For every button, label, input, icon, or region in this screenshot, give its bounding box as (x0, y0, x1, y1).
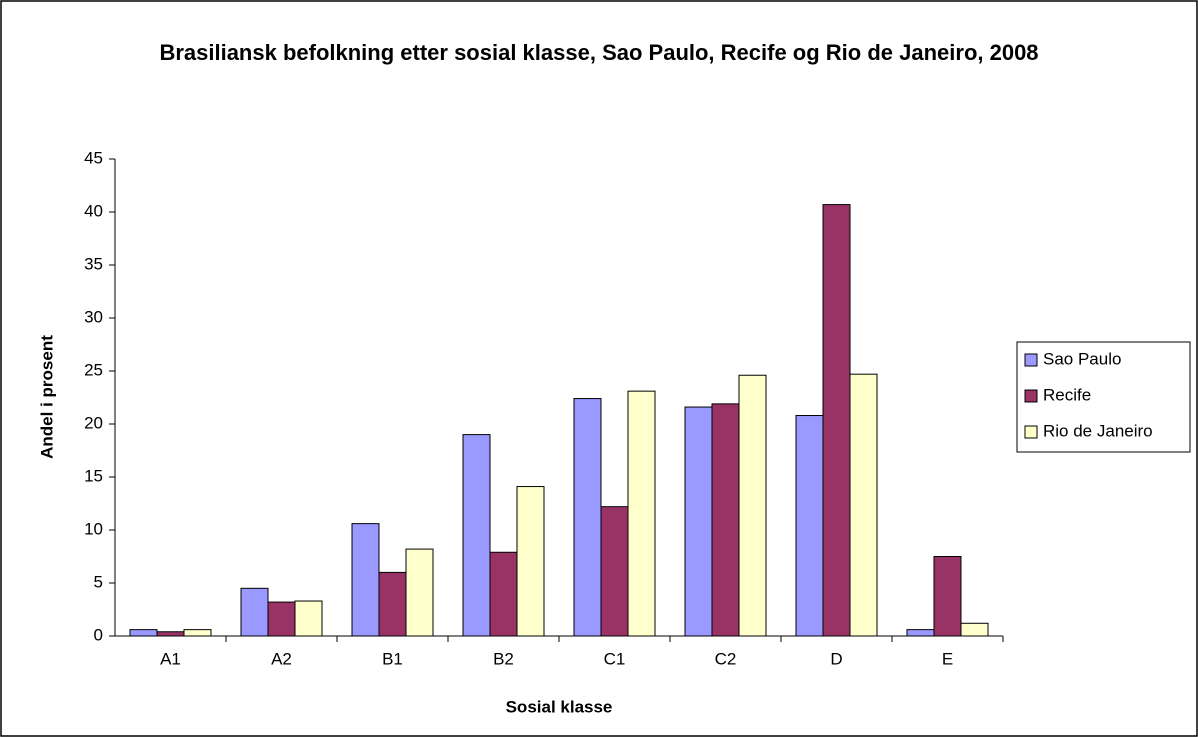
legend-swatch (1024, 353, 1038, 367)
legend-box (1016, 341, 1191, 453)
bar (462, 434, 491, 637)
bar (849, 373, 878, 637)
bar (156, 631, 185, 637)
x-tick-label: C2 (715, 649, 737, 668)
y-tick-label: 25 (84, 360, 103, 379)
x-tick-label: B2 (493, 649, 514, 668)
bar (795, 415, 824, 637)
y-tick-label: 15 (84, 466, 103, 485)
x-tick-label: A2 (271, 649, 292, 668)
y-tick-label: 35 (84, 254, 103, 273)
chart-title: Brasiliansk befolkning etter sosial klas… (159, 40, 1039, 65)
x-tick-label: C1 (604, 649, 626, 668)
bar (183, 629, 212, 637)
y-tick-label: 0 (94, 625, 103, 644)
y-tick-label: 5 (94, 572, 103, 591)
legend-swatch (1024, 389, 1038, 403)
bar (684, 406, 713, 637)
bar (378, 571, 407, 637)
bar (573, 398, 602, 637)
bar (405, 548, 434, 637)
legend-label: Recife (1043, 385, 1091, 404)
y-tick-label: 40 (84, 201, 103, 220)
legend-label: Rio de Janeiro (1043, 421, 1153, 440)
y-tick-label: 45 (84, 148, 103, 167)
bar (738, 374, 767, 637)
bar (906, 629, 935, 637)
bar (516, 486, 545, 637)
bar (129, 629, 158, 637)
bar (267, 601, 296, 637)
x-tick-label: D (830, 649, 842, 668)
y-tick-label: 20 (84, 413, 103, 432)
bar (933, 556, 962, 637)
bar (960, 622, 989, 637)
bar (822, 204, 851, 637)
y-tick-label: 10 (84, 519, 103, 538)
bar (240, 587, 269, 637)
x-tick-label: E (942, 649, 953, 668)
bar (600, 506, 629, 637)
x-axis-label: Sosial klasse (506, 697, 613, 716)
y-tick-label: 30 (84, 307, 103, 326)
x-tick-label: B1 (382, 649, 403, 668)
bar (627, 390, 656, 637)
x-tick-label: A1 (160, 649, 181, 668)
bar (711, 403, 740, 637)
legend-label: Sao Paulo (1043, 349, 1121, 368)
bar (489, 551, 518, 637)
legend-swatch (1024, 425, 1038, 439)
y-axis-label: Andel i prosent (37, 335, 56, 459)
bar (294, 600, 323, 637)
bar (351, 523, 380, 637)
